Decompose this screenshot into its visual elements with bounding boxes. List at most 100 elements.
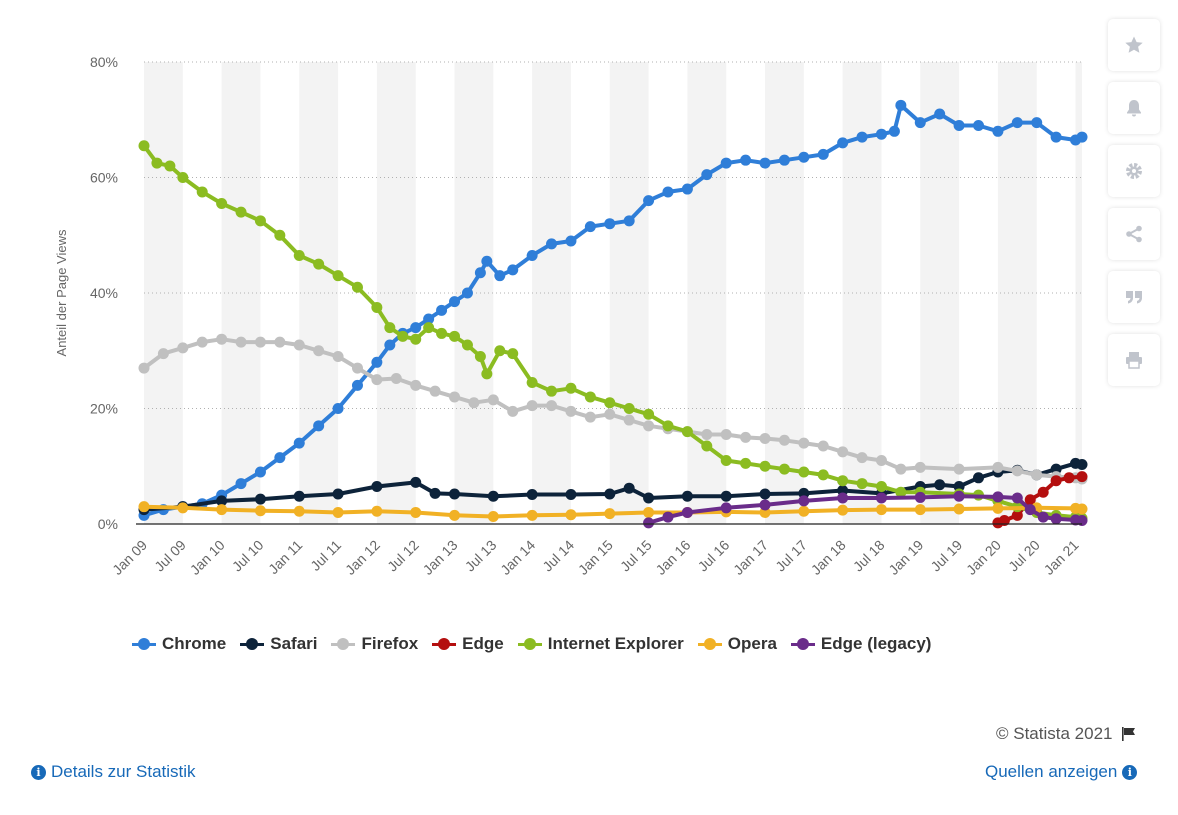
data-point-internet-explorer [643, 408, 655, 420]
data-point-firefox [856, 452, 868, 464]
x-tick-label: Jan 20 [963, 537, 1004, 578]
data-point-edge-legacy [1037, 511, 1049, 523]
x-tick-label: Jul 18 [850, 537, 888, 575]
data-point-firefox [701, 428, 713, 440]
data-point-chrome [507, 264, 519, 276]
cite-button[interactable] [1108, 271, 1160, 323]
legend-label: Edge (legacy) [820, 634, 932, 653]
data-point-chrome [235, 478, 247, 490]
flag-icon[interactable] [1121, 726, 1137, 742]
legend-item-safari[interactable]: Safari [240, 634, 317, 654]
legend-item-firefox[interactable]: Firefox [331, 634, 418, 654]
legend-item-chrome[interactable]: Chrome [132, 634, 226, 654]
data-point-safari [487, 490, 499, 502]
data-point-firefox [526, 400, 538, 412]
data-point-chrome [494, 270, 506, 282]
data-point-opera [449, 509, 461, 521]
data-point-edge-legacy [992, 491, 1004, 503]
data-point-opera [216, 504, 228, 516]
data-point-chrome [384, 339, 396, 351]
data-point-chrome [526, 249, 538, 261]
data-point-internet-explorer [423, 322, 435, 334]
data-point-chrome [254, 466, 266, 478]
data-point-firefox [254, 336, 266, 348]
data-point-firefox [546, 400, 558, 412]
data-point-safari [643, 492, 655, 504]
data-point-safari [1076, 459, 1088, 471]
legend-item-internet-explorer[interactable]: Internet Explorer [517, 634, 684, 654]
legend-symbol [697, 638, 722, 650]
data-point-edge-legacy [1011, 492, 1023, 504]
data-point-opera [177, 502, 189, 514]
data-point-edge [1011, 509, 1023, 521]
notification-button[interactable] [1108, 82, 1160, 134]
data-point-firefox [313, 345, 325, 357]
data-point-internet-explorer [138, 140, 150, 152]
x-tick-label: Jan 10 [187, 537, 228, 578]
details-link[interactable]: i Details zur Statistik [31, 762, 196, 782]
data-point-internet-explorer [662, 420, 674, 432]
x-tick-label: Jan 11 [265, 537, 305, 577]
legend-item-opera[interactable]: Opera [697, 634, 777, 654]
grid-band [221, 62, 261, 524]
settings-button[interactable] [1108, 145, 1160, 197]
data-point-edge-legacy [1024, 504, 1036, 516]
print-button[interactable] [1108, 334, 1160, 386]
data-point-firefox [759, 433, 771, 445]
legend-item-edge[interactable]: Edge [432, 634, 504, 654]
data-point-chrome [934, 108, 946, 120]
data-point-firefox [953, 463, 965, 475]
data-point-firefox [196, 336, 208, 348]
data-point-opera [371, 505, 383, 517]
share-button[interactable] [1108, 208, 1160, 260]
data-point-opera [565, 509, 577, 521]
data-point-chrome [895, 99, 907, 111]
legend-label: Safari [270, 634, 318, 653]
legend-symbol [331, 638, 356, 650]
data-point-chrome [449, 296, 461, 308]
data-point-internet-explorer [254, 215, 266, 227]
data-point-firefox [410, 379, 422, 391]
grid-band [920, 62, 960, 524]
x-tick-label: Jul 13 [462, 537, 500, 575]
data-point-safari [371, 480, 383, 492]
legend-symbol [517, 638, 542, 650]
data-point-chrome [681, 183, 693, 195]
data-point-safari [565, 489, 577, 501]
favorite-button[interactable] [1108, 19, 1160, 71]
data-point-chrome [856, 131, 868, 143]
data-point-opera [332, 506, 344, 518]
data-point-opera [526, 509, 538, 521]
data-point-firefox [817, 440, 829, 452]
data-point-chrome [461, 287, 473, 299]
data-point-internet-explorer [151, 157, 163, 169]
sources-link[interactable]: Quellen anzeigen i [985, 762, 1138, 782]
data-point-chrome [410, 322, 422, 334]
data-point-firefox [429, 385, 441, 397]
data-point-safari [429, 487, 441, 499]
data-point-chrome [565, 235, 577, 247]
x-tick-label: Jan 17 [730, 537, 771, 578]
data-point-chrome [274, 452, 286, 464]
data-point-internet-explorer [481, 368, 493, 380]
data-point-opera [992, 502, 1004, 514]
data-point-firefox [914, 461, 926, 473]
data-point-internet-explorer [313, 258, 325, 270]
data-point-edge-legacy [1050, 513, 1062, 525]
data-point-edge [998, 515, 1010, 527]
legend-item-edge-legacy[interactable]: Edge (legacy) [790, 634, 932, 654]
data-point-internet-explorer [351, 281, 363, 293]
credit-text: © Statista 2021 [996, 724, 1113, 743]
data-point-internet-explorer [449, 330, 461, 342]
grid-band [997, 62, 1037, 524]
data-point-chrome [1011, 117, 1023, 129]
data-point-chrome [759, 157, 771, 169]
data-point-safari [681, 490, 693, 502]
quote-icon [1126, 291, 1142, 304]
data-point-chrome [423, 313, 435, 325]
data-point-firefox [468, 397, 480, 409]
data-point-chrome [798, 151, 810, 163]
x-tick-label: Jan 14 [497, 537, 538, 578]
x-tick-label: Jul 11 [307, 537, 344, 574]
data-point-opera [604, 508, 616, 520]
